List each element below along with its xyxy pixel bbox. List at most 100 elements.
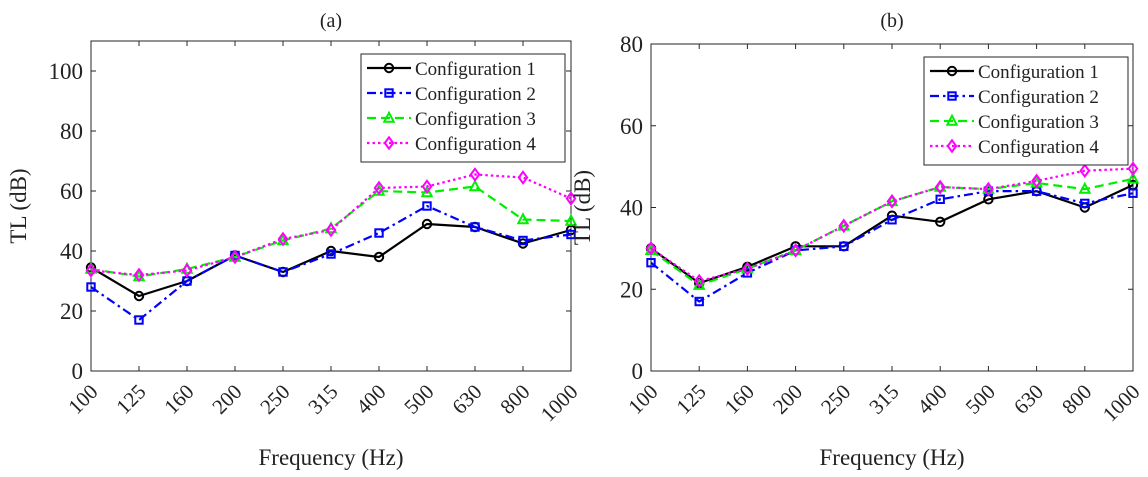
legend-marker: [384, 88, 394, 98]
data-point-marker: [326, 249, 336, 259]
x-tick-label: 1000: [536, 380, 583, 427]
data-point-marker: [516, 212, 530, 225]
data-point-marker: [935, 194, 945, 205]
chart-b: (b) 0 20 40 60 80 100 125 160 200 250 315 400 500 630 8…: [570, 10, 1145, 470]
data-point-marker: [1080, 198, 1090, 209]
data-point-marker: [646, 257, 656, 268]
series-4: [85, 167, 577, 283]
data-point-marker: [373, 180, 385, 196]
data-point-marker: [1031, 173, 1043, 189]
data-point-marker: [374, 228, 384, 238]
data-point-marker: [982, 181, 994, 197]
series-3: [84, 179, 578, 282]
series-line: [650, 190, 1134, 303]
data-point-marker: [565, 191, 577, 206]
data-point-marker: [421, 179, 433, 194]
legend-label: Configuration 4: [415, 134, 536, 155]
x-tick-label: 315: [864, 380, 903, 419]
data-point-marker: [693, 273, 705, 289]
legend-label: Configuration 2: [415, 84, 536, 105]
data-point-marker: [181, 263, 193, 278]
series-2: [646, 186, 1138, 307]
x-tick-label: 400: [912, 380, 951, 419]
legend-label: Configuration 2: [978, 87, 1099, 108]
data-point-marker: [934, 179, 946, 195]
series-line: [650, 177, 1134, 287]
data-point-marker: [741, 261, 753, 277]
legend-label: Configuration 4: [978, 137, 1099, 158]
data-point-marker: [229, 249, 241, 265]
data-point-marker: [133, 267, 145, 283]
series-3: [644, 171, 1140, 290]
data-point-marker: [470, 222, 480, 232]
legend: Configuration 1 Configuration 2 Configurat…: [923, 56, 1129, 166]
y-tick-label: 40: [60, 239, 83, 264]
x-tick-label: 250: [816, 380, 855, 419]
series-line: [90, 185, 572, 278]
x-tick-label: 630: [447, 380, 486, 419]
data-point-marker: [421, 218, 433, 230]
data-point-marker: [886, 193, 898, 209]
chart-title: (b): [880, 10, 903, 32]
x-tick-label: 800: [1057, 380, 1096, 419]
x-tick-label: 400: [351, 380, 390, 419]
y-tick-label: 0: [632, 359, 644, 384]
y-axis-label: TL (dB): [6, 168, 31, 243]
legend-marker: [382, 110, 396, 123]
x-tick-label: 200: [207, 380, 246, 419]
data-point-marker: [566, 229, 576, 240]
x-tick-label: 500: [961, 380, 1000, 419]
series-line: [90, 204, 572, 322]
y-tick-label: 60: [60, 179, 83, 204]
legend-marker: [383, 135, 395, 151]
data-point-marker: [518, 235, 528, 246]
y-tick-label: 80: [60, 119, 83, 144]
legend-marker: [947, 91, 957, 101]
x-tick-label: 315: [303, 380, 342, 419]
data-point-marker: [517, 170, 529, 185]
data-point-marker: [85, 263, 97, 278]
data-point-marker: [564, 213, 578, 226]
x-tick-label: 250: [255, 380, 294, 419]
data-point-marker: [1079, 163, 1091, 179]
x-tick-label: 100: [623, 380, 662, 419]
data-point-marker: [694, 296, 704, 307]
legend-marker: [945, 113, 959, 126]
legend-marker: [383, 62, 395, 74]
x-tick-label: 160: [720, 380, 759, 419]
y-tick-label: 60: [620, 114, 643, 139]
data-point-marker: [469, 167, 481, 182]
data-point-marker: [790, 243, 802, 258]
y-tick-label: 20: [620, 277, 643, 302]
data-point-marker: [86, 282, 96, 292]
data-point-marker: [789, 243, 802, 256]
data-point-marker: [134, 315, 144, 325]
series-line: [90, 173, 572, 277]
data-point-marker: [468, 179, 482, 192]
x-tick-label: 630: [1009, 380, 1048, 419]
x-tick-label: 160: [159, 380, 198, 419]
data-point-marker: [935, 216, 946, 228]
y-tick-label: 0: [72, 359, 84, 384]
x-axis-label: Frequency (Hz): [259, 445, 404, 470]
y-tick-label: 100: [49, 59, 84, 84]
legend: Configuration 1 Configuration 2 Configurat…: [360, 53, 566, 163]
x-axis-label: Frequency (Hz): [820, 445, 965, 470]
series-2: [86, 201, 576, 325]
data-point-marker: [278, 267, 288, 277]
data-point-marker: [1128, 188, 1138, 198]
data-point-marker: [277, 231, 289, 247]
x-tick-label: 800: [495, 380, 534, 419]
x-tick-label: 125: [111, 380, 150, 419]
data-point-marker: [325, 222, 337, 238]
y-axis-label: TL (dB): [570, 170, 595, 245]
x-tick-label: 125: [671, 380, 710, 419]
data-point-marker: [373, 251, 385, 263]
data-point-marker: [422, 201, 432, 211]
chart-title: (a): [320, 10, 342, 32]
legend-label: Configuration 1: [415, 59, 536, 80]
y-tick-label: 20: [60, 299, 83, 324]
data-point-marker: [645, 240, 657, 256]
series-4: [645, 161, 1139, 289]
data-point-marker: [1126, 171, 1140, 184]
